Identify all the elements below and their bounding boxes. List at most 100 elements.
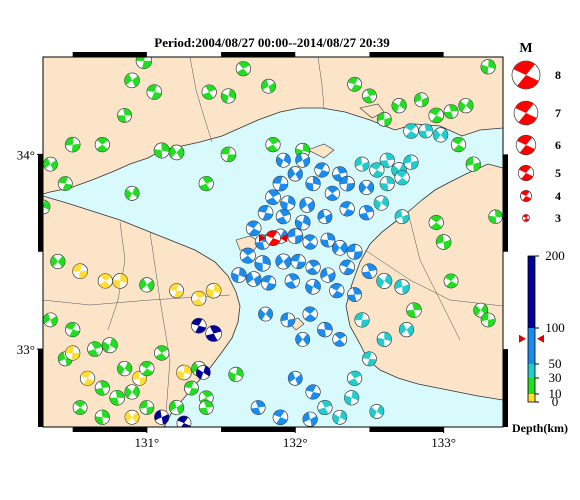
earthquake-event — [418, 123, 434, 139]
earthquake-event — [290, 253, 306, 270]
earthquake-event — [94, 380, 110, 396]
earthquake-event — [394, 278, 410, 295]
depth-band — [528, 256, 535, 328]
earthquake-event — [339, 175, 355, 192]
earthquake-event — [245, 220, 262, 237]
frame-bar — [503, 154, 508, 252]
earthquake-event — [198, 400, 214, 415]
y-axis-ticks: 34° 33° — [17, 147, 43, 357]
earthquake-event — [265, 189, 281, 206]
figure-title: Period:2004/08/27 00:00--2014/08/27 20:3… — [154, 35, 390, 50]
earthquake-event — [379, 152, 395, 168]
depth-band — [528, 394, 535, 402]
earthquake-event — [280, 195, 296, 211]
earthquake-event — [443, 273, 459, 289]
earthquake-event — [280, 312, 296, 328]
earthquake-event — [302, 411, 318, 427]
earthquake-event — [331, 240, 348, 256]
earthquake-event — [139, 360, 155, 377]
earthquake-event — [287, 166, 303, 182]
frame-bar — [221, 52, 296, 57]
earthquake-event — [480, 59, 496, 75]
earthquake-event — [94, 409, 110, 425]
earthquake-event — [87, 341, 103, 357]
frame-bar — [369, 427, 444, 432]
earthquake-event — [65, 322, 81, 338]
earthquake-event — [339, 259, 355, 276]
earthquake-event — [347, 76, 363, 92]
earthquake-event — [235, 61, 251, 77]
earthquake-event — [220, 88, 237, 104]
depth-tick-label: 200 — [545, 248, 565, 263]
frame-bar — [369, 52, 444, 57]
magnitude-legend-label: 5 — [555, 166, 561, 180]
x-tick-label: 131° — [135, 435, 160, 450]
earthquake-event — [139, 277, 155, 293]
earthquake-event — [406, 302, 422, 318]
magnitude-legend-ball — [511, 60, 541, 90]
earthquake-event — [258, 306, 273, 322]
earthquake-event — [391, 98, 407, 114]
frame-scale-bars — [38, 52, 508, 432]
earthquake-event — [124, 409, 140, 425]
magnitude-legend-label: 4 — [555, 189, 561, 203]
earthquake-event — [176, 364, 192, 381]
earthquake-event — [458, 98, 474, 114]
magnitude-legend-title: M — [519, 41, 532, 56]
selected-event[interactable] — [259, 228, 287, 247]
earthquake-event — [205, 282, 222, 299]
earthquake-event — [43, 156, 58, 172]
frame-bar — [503, 349, 508, 427]
earthquake-event — [254, 255, 271, 272]
earthquake-event — [272, 409, 289, 426]
earthquake-event — [347, 370, 363, 386]
earthquake-event — [403, 154, 419, 170]
earthquake-event — [191, 317, 207, 334]
earthquake-event — [305, 175, 321, 192]
depth-band — [528, 378, 535, 394]
magnitude-legend-ball — [522, 214, 530, 222]
earthquake-event — [305, 278, 321, 295]
magnitude-legend-label: 6 — [555, 138, 561, 152]
magnitude-legend-ball — [515, 134, 537, 156]
earthquake-event — [428, 214, 444, 231]
earthquake-event — [295, 331, 311, 347]
earthquake-event — [79, 370, 96, 386]
earthquake-event — [376, 331, 392, 347]
earthquake-event — [198, 175, 214, 192]
earthquake-event — [94, 137, 110, 153]
map-area[interactable] — [35, 52, 508, 432]
earthquake-event — [135, 57, 153, 70]
earthquake-event — [257, 204, 274, 221]
earthquake-event — [124, 72, 140, 89]
earthquake-event — [124, 185, 140, 201]
earthquake-event — [376, 111, 392, 127]
selected-event-beachball — [265, 230, 281, 247]
earthquake-event — [320, 267, 336, 283]
earthquake-event — [299, 197, 315, 213]
depth-tick-label: 100 — [545, 320, 565, 335]
earthquake-event — [362, 88, 377, 104]
earthquake-event — [443, 104, 459, 119]
earthquake-event — [154, 345, 170, 361]
earthquake-event — [272, 175, 289, 192]
earthquake-event — [169, 283, 184, 299]
earthquake-event — [320, 232, 336, 248]
earthquake-event — [117, 360, 133, 377]
earthquake-event — [64, 136, 81, 153]
earthquake-event — [450, 137, 467, 153]
earthquake-event — [265, 137, 281, 153]
earthquake-event — [231, 267, 247, 283]
depth-tick-label: 10 — [549, 386, 562, 401]
earthquake-event — [488, 209, 503, 224]
earthquake-event — [43, 312, 58, 328]
depth-band — [528, 328, 535, 364]
magnitude-legend-ball — [513, 100, 539, 126]
earthquake-event — [376, 272, 393, 289]
earthquake-event — [379, 175, 395, 192]
earthquake-event — [72, 400, 88, 415]
earthquake-event — [329, 283, 345, 299]
earthquake-event — [394, 209, 410, 225]
earthquake-event — [294, 214, 311, 231]
